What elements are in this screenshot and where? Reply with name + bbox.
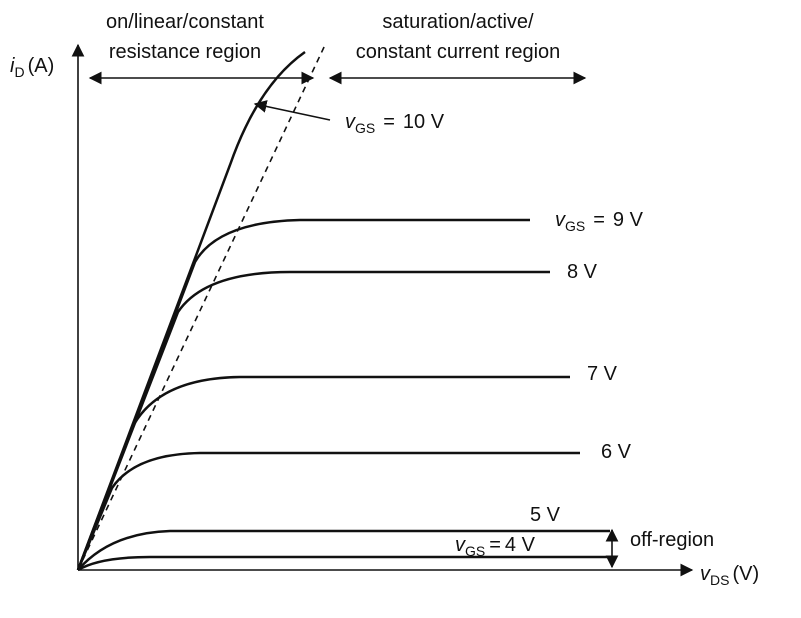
curve-label: 5 V bbox=[530, 504, 561, 526]
region-label: on/linear/constant bbox=[106, 11, 264, 33]
region-label: off-region bbox=[630, 529, 714, 551]
curve-10v bbox=[76, 50, 306, 571]
region-label: resistance region bbox=[109, 41, 261, 63]
curve-8v bbox=[76, 270, 550, 571]
curve-7v bbox=[76, 375, 570, 571]
curve-label: 8 V bbox=[567, 261, 598, 283]
region-label: saturation/active/ bbox=[382, 11, 534, 33]
x-axis-label: vDS (V) bbox=[700, 563, 759, 588]
text-part: = bbox=[383, 111, 395, 133]
region-label: constant current region bbox=[356, 41, 561, 63]
text-part: 9 V bbox=[613, 209, 644, 231]
curve-label: vGS = 9 V bbox=[555, 209, 644, 234]
boundary-line bbox=[77, 44, 326, 571]
text-part: DS bbox=[710, 572, 729, 588]
text-part: v bbox=[555, 209, 566, 231]
text-part: v bbox=[345, 111, 356, 133]
text-part: v bbox=[700, 563, 711, 585]
text-part: GS bbox=[565, 218, 585, 234]
curve-9v bbox=[76, 218, 530, 571]
text-part: GS bbox=[355, 120, 375, 136]
text-part: (A) bbox=[28, 55, 55, 77]
text-part: (V) bbox=[732, 563, 759, 585]
text-part: 4 V bbox=[505, 534, 536, 556]
text-part: = bbox=[489, 534, 501, 556]
curve-label: 6 V bbox=[601, 441, 632, 463]
curve-4v bbox=[77, 555, 610, 572]
y-axis-label: iD (A) bbox=[10, 55, 54, 80]
text-part: D bbox=[14, 64, 24, 80]
curve-5v bbox=[77, 529, 610, 571]
text-part: GS bbox=[465, 543, 485, 559]
curve-label: vGS = 10 V bbox=[345, 111, 445, 136]
curve-label: vGS = 4 V bbox=[455, 534, 536, 559]
text-part: = bbox=[593, 209, 605, 231]
pointer-arrow bbox=[253, 100, 331, 121]
text-part: 10 V bbox=[403, 111, 445, 133]
curve-6v bbox=[76, 451, 580, 571]
text-part: v bbox=[455, 534, 466, 556]
text-part: i bbox=[10, 55, 15, 77]
curve-label: 7 V bbox=[587, 363, 618, 385]
